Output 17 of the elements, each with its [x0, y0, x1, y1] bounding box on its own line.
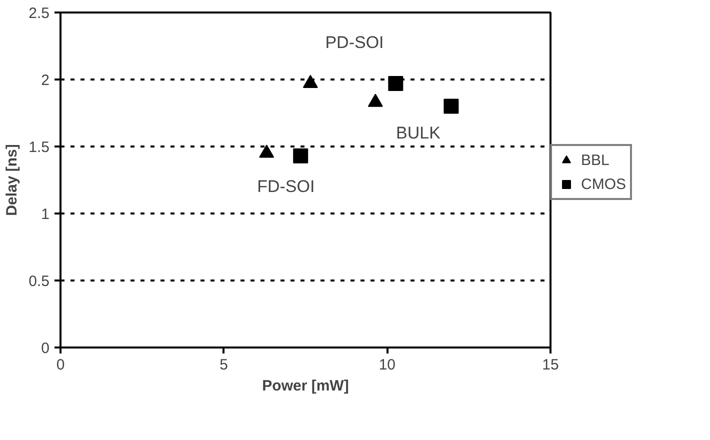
x-tick-label: 15 [542, 356, 559, 374]
annotation: BULK [396, 124, 442, 143]
y-tick-label: 0.5 [28, 273, 50, 290]
y-tick-label: 1 [41, 206, 50, 223]
x-tick-label: 10 [378, 356, 396, 374]
x-tick-label: 0 [56, 356, 65, 374]
x-axis-title: Power [mW] [262, 378, 349, 394]
legend-label: BBL [581, 152, 610, 168]
annotation: FD-SOI [257, 177, 315, 196]
y-tick-label: 2.5 [28, 5, 50, 22]
y-tick-label: 0 [41, 340, 50, 357]
y-tick-label: 1.5 [28, 139, 50, 156]
annotation: PD-SOI [325, 33, 384, 52]
y-tick-label: 2 [41, 72, 50, 89]
y-axis-title: Delay [ns] [4, 144, 21, 216]
x-tick-label: 5 [220, 356, 228, 374]
legend-label: CMOS [581, 176, 626, 192]
